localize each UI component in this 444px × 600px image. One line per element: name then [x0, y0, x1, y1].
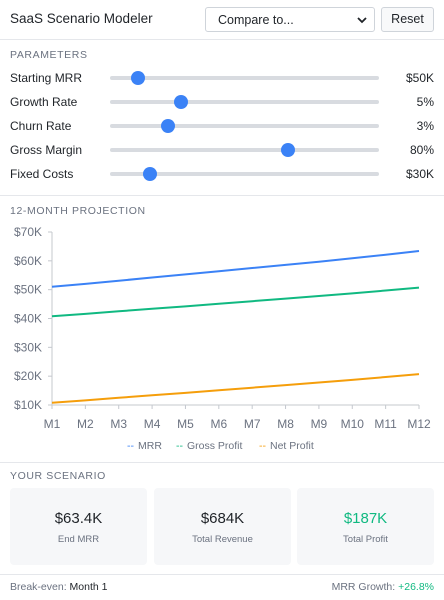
projection-heading: 12-MONTH PROJECTION: [10, 205, 146, 217]
x-tick-label: M1: [44, 417, 61, 431]
card-value: $187K: [343, 510, 388, 527]
y-tick-label: $20K: [14, 369, 42, 383]
fixed-costs-slider[interactable]: [110, 167, 379, 181]
y-tick-label: $60K: [14, 254, 42, 268]
x-tick-label: M2: [77, 417, 94, 431]
param-label: Fixed Costs: [10, 167, 74, 181]
legend-label: Gross Profit: [187, 440, 243, 452]
param-starting-mrr: Starting MRR $50K: [0, 67, 444, 91]
param-value: 5%: [416, 95, 434, 109]
param-churn-rate: Churn Rate 3%: [0, 115, 444, 139]
starting-mrr-slider[interactable]: [110, 71, 379, 85]
y-tick-label: $50K: [14, 283, 42, 297]
reset-button[interactable]: Reset: [381, 7, 434, 32]
mrr-growth-status: MRR Growth: +26.8%: [332, 581, 434, 593]
param-value: $30K: [405, 167, 434, 181]
parameters-heading: PARAMETERS: [10, 49, 88, 61]
card-label: Total Revenue: [192, 534, 253, 545]
y-tick-label: $30K: [14, 340, 42, 354]
legend-swatch: --: [176, 440, 183, 452]
legend-item-gross-profit: -- Gross Profit: [176, 440, 242, 452]
scenario-heading: YOUR SCENARIO: [10, 470, 106, 482]
chart-legend: -- MRR -- Gross Profit -- Net Profit: [0, 440, 444, 454]
param-value: 80%: [409, 143, 434, 157]
growth-rate-slider[interactable]: [110, 95, 379, 109]
y-tick-label: $70K: [14, 225, 42, 239]
param-label: Churn Rate: [10, 119, 72, 133]
churn-rate-slider[interactable]: [110, 119, 379, 133]
slider-thumb[interactable]: [174, 95, 189, 109]
card-label: End MRR: [57, 534, 100, 545]
gross-margin-slider[interactable]: [110, 143, 379, 157]
legend-item-mrr: -- MRR: [127, 440, 162, 452]
param-label: Gross Margin: [10, 143, 83, 157]
status-footer: Break-even: Month 1 MRR Growth: +26.8%: [0, 574, 444, 600]
break-even-label: Break-even:: [10, 581, 67, 593]
app-title: SaaS Scenario Modeler: [10, 11, 153, 26]
mrr-growth-value: +26.8%: [398, 581, 434, 593]
break-even-value: Month 1: [69, 581, 108, 593]
param-value: 3%: [416, 119, 434, 133]
card-value: $63.4K: [54, 510, 103, 527]
x-tick-label: M5: [177, 417, 194, 431]
x-tick-label: M9: [311, 417, 328, 431]
x-tick-label: M12: [407, 417, 431, 431]
param-growth-rate: Growth Rate 5%: [0, 91, 444, 115]
projection-chart: $10K $20K $30K $40K $50K $60K $70K M1 M2 M3 M4 M5 M6…: [14, 225, 431, 431]
end-mrr-card: $63.4K End MRR: [10, 488, 147, 565]
x-tick-label: M8: [277, 417, 294, 431]
param-label: Starting MRR: [10, 71, 83, 85]
legend-swatch: --: [127, 440, 134, 452]
legend-label: Net Profit: [270, 440, 314, 452]
slider-thumb[interactable]: [131, 71, 146, 85]
total-revenue-card: $684K Total Revenue: [154, 488, 291, 565]
series-line-gross-profit: [51, 286, 420, 318]
legend-label: MRR: [138, 440, 162, 452]
divider: [0, 195, 444, 196]
param-label: Growth Rate: [10, 95, 78, 109]
slider-thumb[interactable]: [143, 167, 158, 181]
x-tick-label: M10: [341, 417, 365, 431]
param-fixed-costs: Fixed Costs $30K: [0, 163, 444, 187]
card-label: Total Profit: [343, 534, 388, 545]
x-tick-label: M3: [110, 417, 127, 431]
param-gross-margin: Gross Margin 80%: [0, 139, 444, 163]
total-profit-card: $187K Total Profit: [297, 488, 434, 565]
card-value: $684K: [200, 510, 245, 527]
break-even-status: Break-even: Month 1: [10, 581, 108, 593]
legend-item-net-profit: -- Net Profit: [259, 440, 314, 452]
chevron-down-icon: [357, 17, 367, 24]
compare-select-value: Compare to...: [218, 13, 294, 27]
series-line-mrr: [51, 250, 420, 288]
y-tick-label: $40K: [14, 312, 42, 326]
param-value: $50K: [405, 71, 434, 85]
x-tick-label: M4: [144, 417, 161, 431]
slider-thumb[interactable]: [160, 119, 175, 133]
x-tick-label: M7: [244, 417, 261, 431]
slider-thumb[interactable]: [280, 143, 295, 157]
divider: [0, 462, 444, 463]
x-tick-label: M6: [210, 417, 227, 431]
compare-select[interactable]: Compare to...: [205, 7, 375, 32]
y-tick-label: $10K: [14, 398, 42, 412]
app-header: SaaS Scenario Modeler Compare to... Rese…: [0, 0, 444, 40]
series-line-net-profit: [51, 373, 420, 404]
legend-swatch: --: [259, 440, 266, 452]
x-tick-label: M11: [374, 417, 397, 431]
mrr-growth-label: MRR Growth:: [331, 581, 396, 593]
